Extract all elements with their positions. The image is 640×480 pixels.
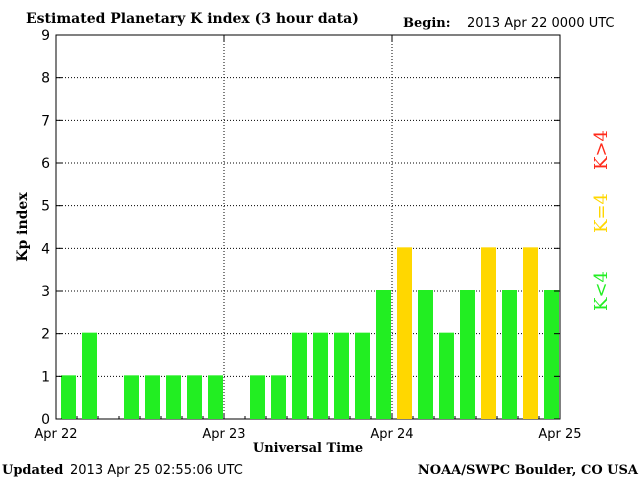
kp-bar [187,375,202,419]
begin-value: 2013 Apr 22 0000 UTC [467,16,615,31]
y-tick-label: 4 [41,241,50,257]
y-tick-label: 8 [41,71,50,87]
y-tick-label: 3 [41,284,50,300]
x-axis-label: Universal Time [253,441,363,456]
kp-bar [313,332,328,419]
kp-bar [481,247,496,419]
kp-bar [397,247,412,419]
y-tick-label: 0 [41,412,50,428]
x-tick-label: Apr 25 [538,427,581,442]
kp-bar [208,375,223,419]
y-tick-label: 1 [41,369,50,385]
legend-k-below-4: K<4 [591,271,612,311]
kp-bar [124,375,139,419]
kp-bar [502,290,517,419]
x-tick-label: Apr 24 [370,427,413,442]
kp-bar [523,247,538,419]
y-tick-label: 9 [41,28,50,44]
y-axis-ticks: 0 1 2 3 4 5 6 7 8 9 [41,28,560,428]
y-tick-label: 5 [41,199,50,215]
x-tick-label: Apr 22 [34,427,77,442]
kp-bar [292,332,307,419]
y-tick-label: 6 [41,156,50,172]
begin-label: Begin: [403,16,451,31]
y-axis-label: Kp index [15,192,31,262]
y-tick-label: 2 [41,327,50,343]
kp-bar [334,332,349,419]
chart-title: Estimated Planetary K index (3 hour data… [26,11,359,27]
updated-value: 2013 Apr 25 02:55:06 UTC [70,463,243,478]
updated-label: Updated [2,463,63,478]
legend-k-equal-4: K=4 [591,193,612,233]
kp-bar [418,290,433,419]
plot-area [55,34,561,420]
kp-bar [376,290,391,419]
bar-series [61,247,559,419]
kp-bar [250,375,265,419]
source-credit: NOAA/SWPC Boulder, CO USA [418,463,639,478]
x-axis-ticks: Apr 22 Apr 23 Apr 24 Apr 25 [34,35,582,442]
legend-k-above-4: K>4 [591,130,612,170]
x-tick-label: Apr 23 [202,427,245,442]
kp-bar [271,375,286,419]
kp-bar [460,290,475,419]
kp-bar [61,375,76,419]
y-tick-label: 7 [41,113,50,129]
kp-bar [82,332,97,419]
grid-lines [56,35,560,419]
kp-bar [145,375,160,419]
kp-bar [439,332,454,419]
kp-bar [355,332,370,419]
kp-bar [544,290,559,419]
kp-bar [166,375,181,419]
